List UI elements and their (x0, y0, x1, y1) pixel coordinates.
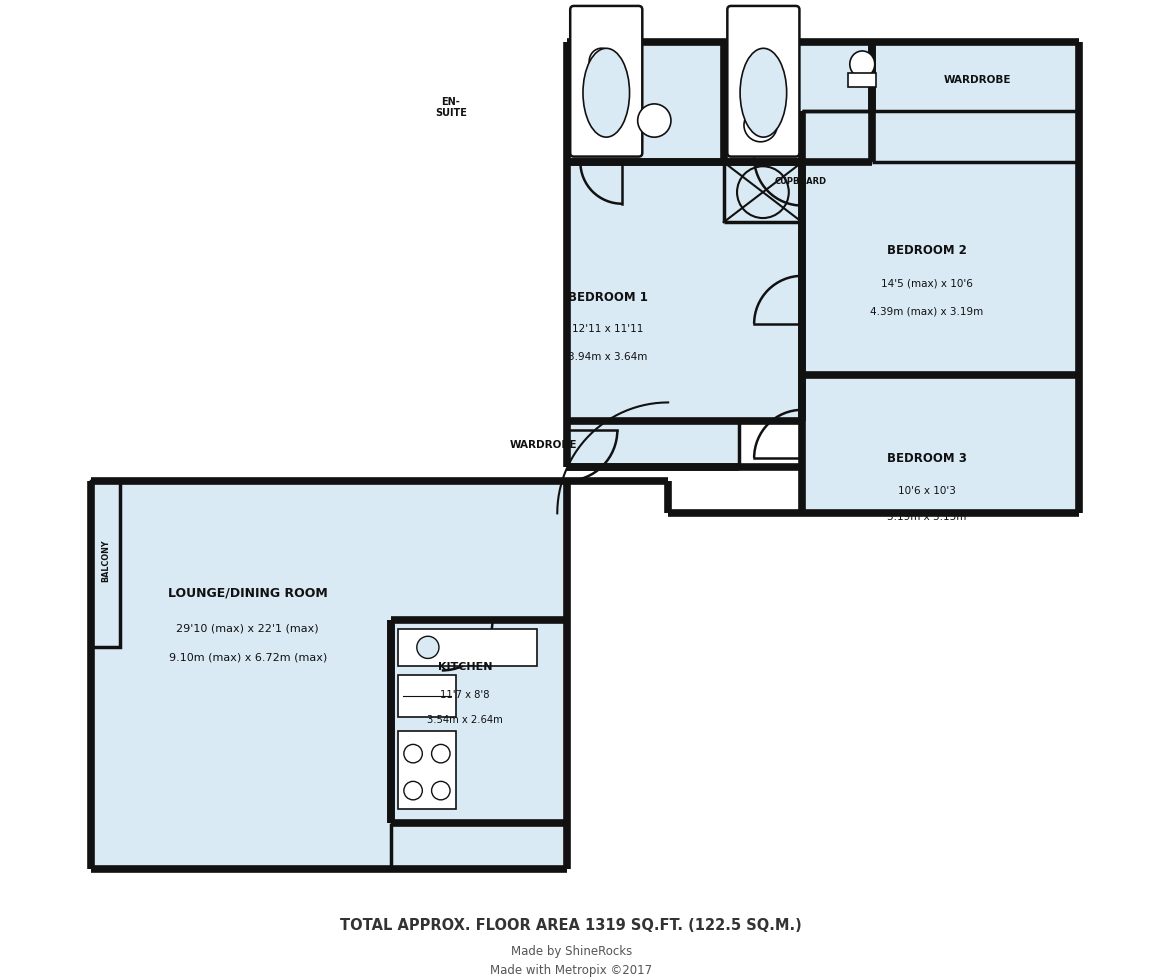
Text: KITCHEN: KITCHEN (438, 661, 493, 671)
Ellipse shape (849, 52, 875, 78)
Polygon shape (391, 620, 566, 823)
Ellipse shape (583, 49, 629, 138)
Bar (848, 73, 876, 88)
Text: 12'11 x 11'11: 12'11 x 11'11 (572, 324, 644, 334)
Text: 10'6 x 10'3: 10'6 x 10'3 (899, 486, 956, 496)
Text: 3.19m x 3.13m: 3.19m x 3.13m (887, 511, 966, 521)
Polygon shape (90, 481, 121, 647)
Text: 4.39m (max) x 3.19m: 4.39m (max) x 3.19m (870, 306, 984, 316)
Polygon shape (723, 43, 872, 163)
Bar (398, 731, 455, 809)
Polygon shape (723, 163, 803, 223)
Text: BEDROOM 3: BEDROOM 3 (887, 452, 966, 465)
Text: Made with Metropix ©2017: Made with Metropix ©2017 (490, 963, 652, 976)
Text: 3.54m x 2.64m: 3.54m x 2.64m (427, 715, 503, 725)
Bar (398, 629, 537, 666)
Polygon shape (872, 43, 1080, 112)
Text: BALCONY: BALCONY (101, 539, 110, 581)
Text: CUPBOARD: CUPBOARD (775, 177, 826, 186)
Text: BEDROOM 2: BEDROOM 2 (887, 244, 966, 257)
Polygon shape (566, 422, 739, 467)
Text: 11'7 x 8'8: 11'7 x 8'8 (440, 689, 489, 699)
Text: 29'10 (max) x 22'1 (max): 29'10 (max) x 22'1 (max) (177, 622, 319, 633)
Text: WARDROBE: WARDROBE (510, 439, 577, 450)
Ellipse shape (741, 49, 786, 138)
Polygon shape (803, 43, 872, 112)
Polygon shape (566, 43, 723, 163)
Polygon shape (803, 376, 1080, 513)
Polygon shape (803, 112, 1080, 376)
Text: 14'5 (max) x 10'6: 14'5 (max) x 10'6 (881, 278, 973, 288)
Bar (398, 676, 455, 717)
Text: TOTAL APPROX. FLOOR AREA 1319 SQ.FT. (122.5 SQ.M.): TOTAL APPROX. FLOOR AREA 1319 SQ.FT. (12… (340, 917, 801, 932)
Text: LOUNGE/DINING ROOM: LOUNGE/DINING ROOM (167, 586, 328, 599)
Bar (587, 70, 615, 85)
Circle shape (744, 110, 777, 143)
Circle shape (638, 105, 670, 138)
Circle shape (417, 637, 439, 659)
Polygon shape (566, 163, 803, 422)
Text: WARDROBE: WARDROBE (944, 75, 1012, 85)
Ellipse shape (590, 49, 614, 75)
Text: EN-
SUITE: EN- SUITE (435, 97, 467, 118)
FancyBboxPatch shape (728, 7, 799, 157)
Polygon shape (90, 481, 566, 869)
Text: 9.10m (max) x 6.72m (max): 9.10m (max) x 6.72m (max) (168, 652, 326, 662)
FancyBboxPatch shape (570, 7, 642, 157)
Text: 3.94m x 3.64m: 3.94m x 3.64m (569, 352, 648, 362)
Text: BEDROOM 1: BEDROOM 1 (569, 290, 648, 303)
Text: Made by ShineRocks: Made by ShineRocks (510, 944, 632, 957)
